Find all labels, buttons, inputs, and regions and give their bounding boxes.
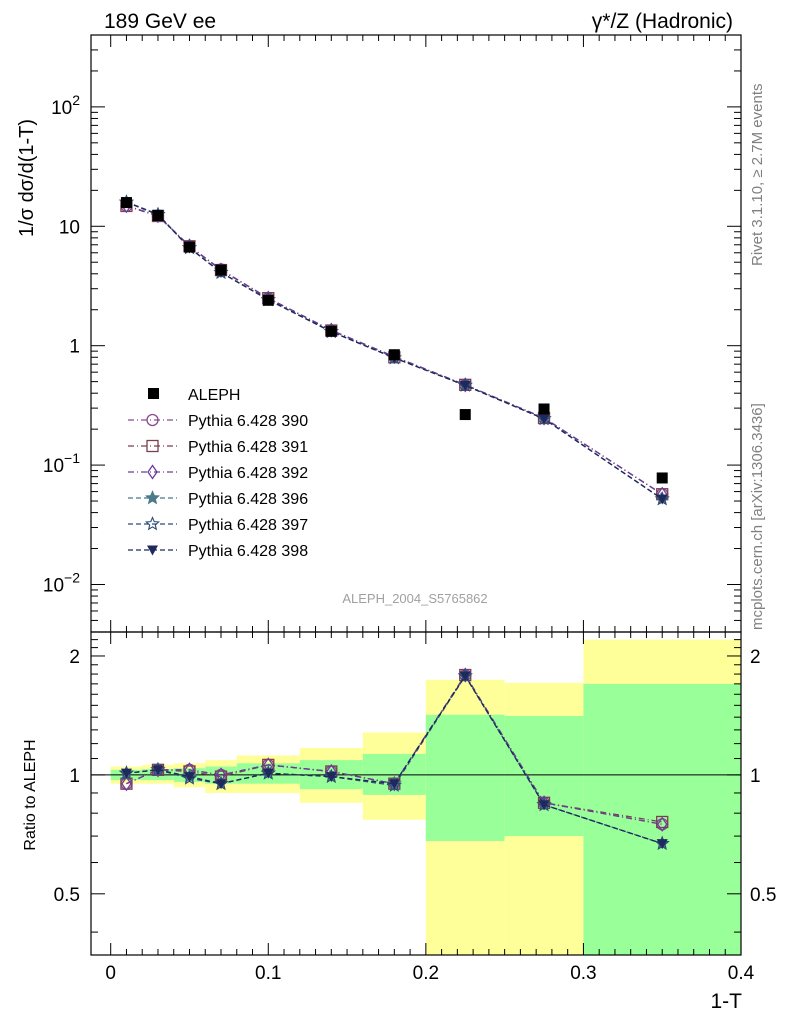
ratio-series-point bbox=[325, 772, 337, 783]
ratio-series bbox=[118, 667, 670, 851]
legend: ALEPH Pythia 6.428 390 Pythia 6.428 391 Pyt… bbox=[128, 387, 308, 560]
aleph-data-point bbox=[183, 241, 195, 253]
ratio-series-line bbox=[126, 674, 663, 845]
aleph-data-point bbox=[325, 325, 337, 337]
ratio-series-point bbox=[215, 779, 227, 790]
ratio-y-tick-label-right: 1 bbox=[750, 766, 761, 787]
y-tick-label: 10−2 bbox=[43, 569, 80, 596]
y-tick-label: 10−1 bbox=[43, 450, 80, 477]
legend-aleph-marker bbox=[148, 388, 159, 399]
ratio-y-tick-label: 2 bbox=[69, 647, 80, 668]
ratio-series-point bbox=[656, 815, 669, 829]
main-series-point bbox=[459, 380, 471, 391]
ratio-series-point bbox=[262, 768, 274, 779]
y-tick-label: 102 bbox=[51, 92, 80, 119]
header-right: γ*/Z (Hadronic) bbox=[592, 10, 733, 33]
main-series-point bbox=[538, 414, 550, 425]
legend-marker bbox=[147, 545, 158, 556]
ratio-series-point bbox=[152, 765, 164, 776]
legend-label: Pythia 6.428 392 bbox=[188, 465, 308, 482]
main-series bbox=[118, 194, 670, 506]
ratio-uncertainty-bands bbox=[110, 639, 741, 955]
legend-marker bbox=[146, 413, 159, 427]
y-tick-label: 10 bbox=[59, 217, 80, 238]
main-series-line bbox=[126, 201, 663, 500]
ratio-series-point bbox=[459, 671, 471, 682]
legend-label: Pythia 6.428 397 bbox=[188, 517, 308, 534]
aleph-data-point bbox=[152, 210, 164, 222]
ratio-series-point bbox=[656, 839, 668, 850]
aleph-data-point bbox=[656, 472, 668, 484]
aleph-data-point bbox=[120, 197, 132, 209]
legend-marker bbox=[146, 439, 159, 453]
ratio-series-point bbox=[120, 768, 132, 779]
main-series-point bbox=[656, 494, 668, 505]
x-tick-label: 0.1 bbox=[255, 963, 281, 984]
rivet-label: Rivet 3.1.10, ≥ 2.7M events bbox=[749, 84, 766, 267]
legend-marker bbox=[147, 464, 158, 480]
legend-label: Pythia 6.428 391 bbox=[188, 439, 308, 456]
green-band bbox=[504, 715, 584, 837]
legend-label: Pythia 6.428 390 bbox=[188, 413, 308, 430]
ratio-series-point bbox=[121, 776, 132, 792]
analysis-watermark: ALEPH_2004_S5765862 bbox=[342, 591, 487, 606]
aleph-data-point bbox=[388, 349, 400, 361]
mcplots-label: mcplots.cern.ch [arXiv:1306.3436] bbox=[749, 403, 766, 630]
ratio-series-point bbox=[388, 779, 400, 790]
legend-marker bbox=[144, 516, 161, 531]
ratio-series-point bbox=[183, 772, 195, 783]
legend-aleph-label: ALEPH bbox=[188, 387, 240, 404]
ratio-series-line bbox=[126, 673, 663, 823]
main-ylabel: 1/σ dσ/d(1-T) bbox=[16, 119, 38, 237]
ratio-series-point bbox=[656, 816, 668, 832]
x-axis-label: 1-T bbox=[711, 990, 743, 1013]
aleph-data-point bbox=[538, 403, 550, 415]
ratio-series-point bbox=[538, 800, 550, 811]
ratio-y-tick-label-right: 0.5 bbox=[750, 885, 776, 906]
green-band bbox=[583, 683, 741, 955]
green-band bbox=[425, 714, 505, 842]
aleph-data-point bbox=[262, 294, 274, 306]
x-tick-label: 0.4 bbox=[728, 963, 755, 984]
ratio-ylabel: Ratio to ALEPH bbox=[22, 739, 39, 850]
ratio-frame bbox=[90, 631, 742, 956]
y-tick-label: 1 bbox=[69, 337, 80, 358]
legend-label: Pythia 6.428 398 bbox=[188, 543, 308, 560]
axes: 0 0.1 0.2 0.3 0.4 10−2 10−1 1 10 102 0.5 0.5 1 1 2 2 bbox=[43, 34, 776, 984]
ratio-y-tick-label-right: 2 bbox=[750, 647, 761, 668]
ratio-y-tick-label: 0.5 bbox=[54, 885, 80, 906]
aleph-data-point bbox=[215, 264, 227, 276]
legend-label: Pythia 6.428 396 bbox=[188, 491, 308, 508]
x-tick-label: 0.2 bbox=[413, 963, 439, 984]
aleph-data-point bbox=[459, 409, 471, 421]
x-tick-label: 0 bbox=[105, 963, 116, 984]
x-tick-label: 0.3 bbox=[570, 963, 596, 984]
legend-marker bbox=[144, 490, 161, 505]
header-left: 189 GeV ee bbox=[104, 10, 216, 33]
ratio-y-tick-label: 1 bbox=[69, 766, 80, 787]
